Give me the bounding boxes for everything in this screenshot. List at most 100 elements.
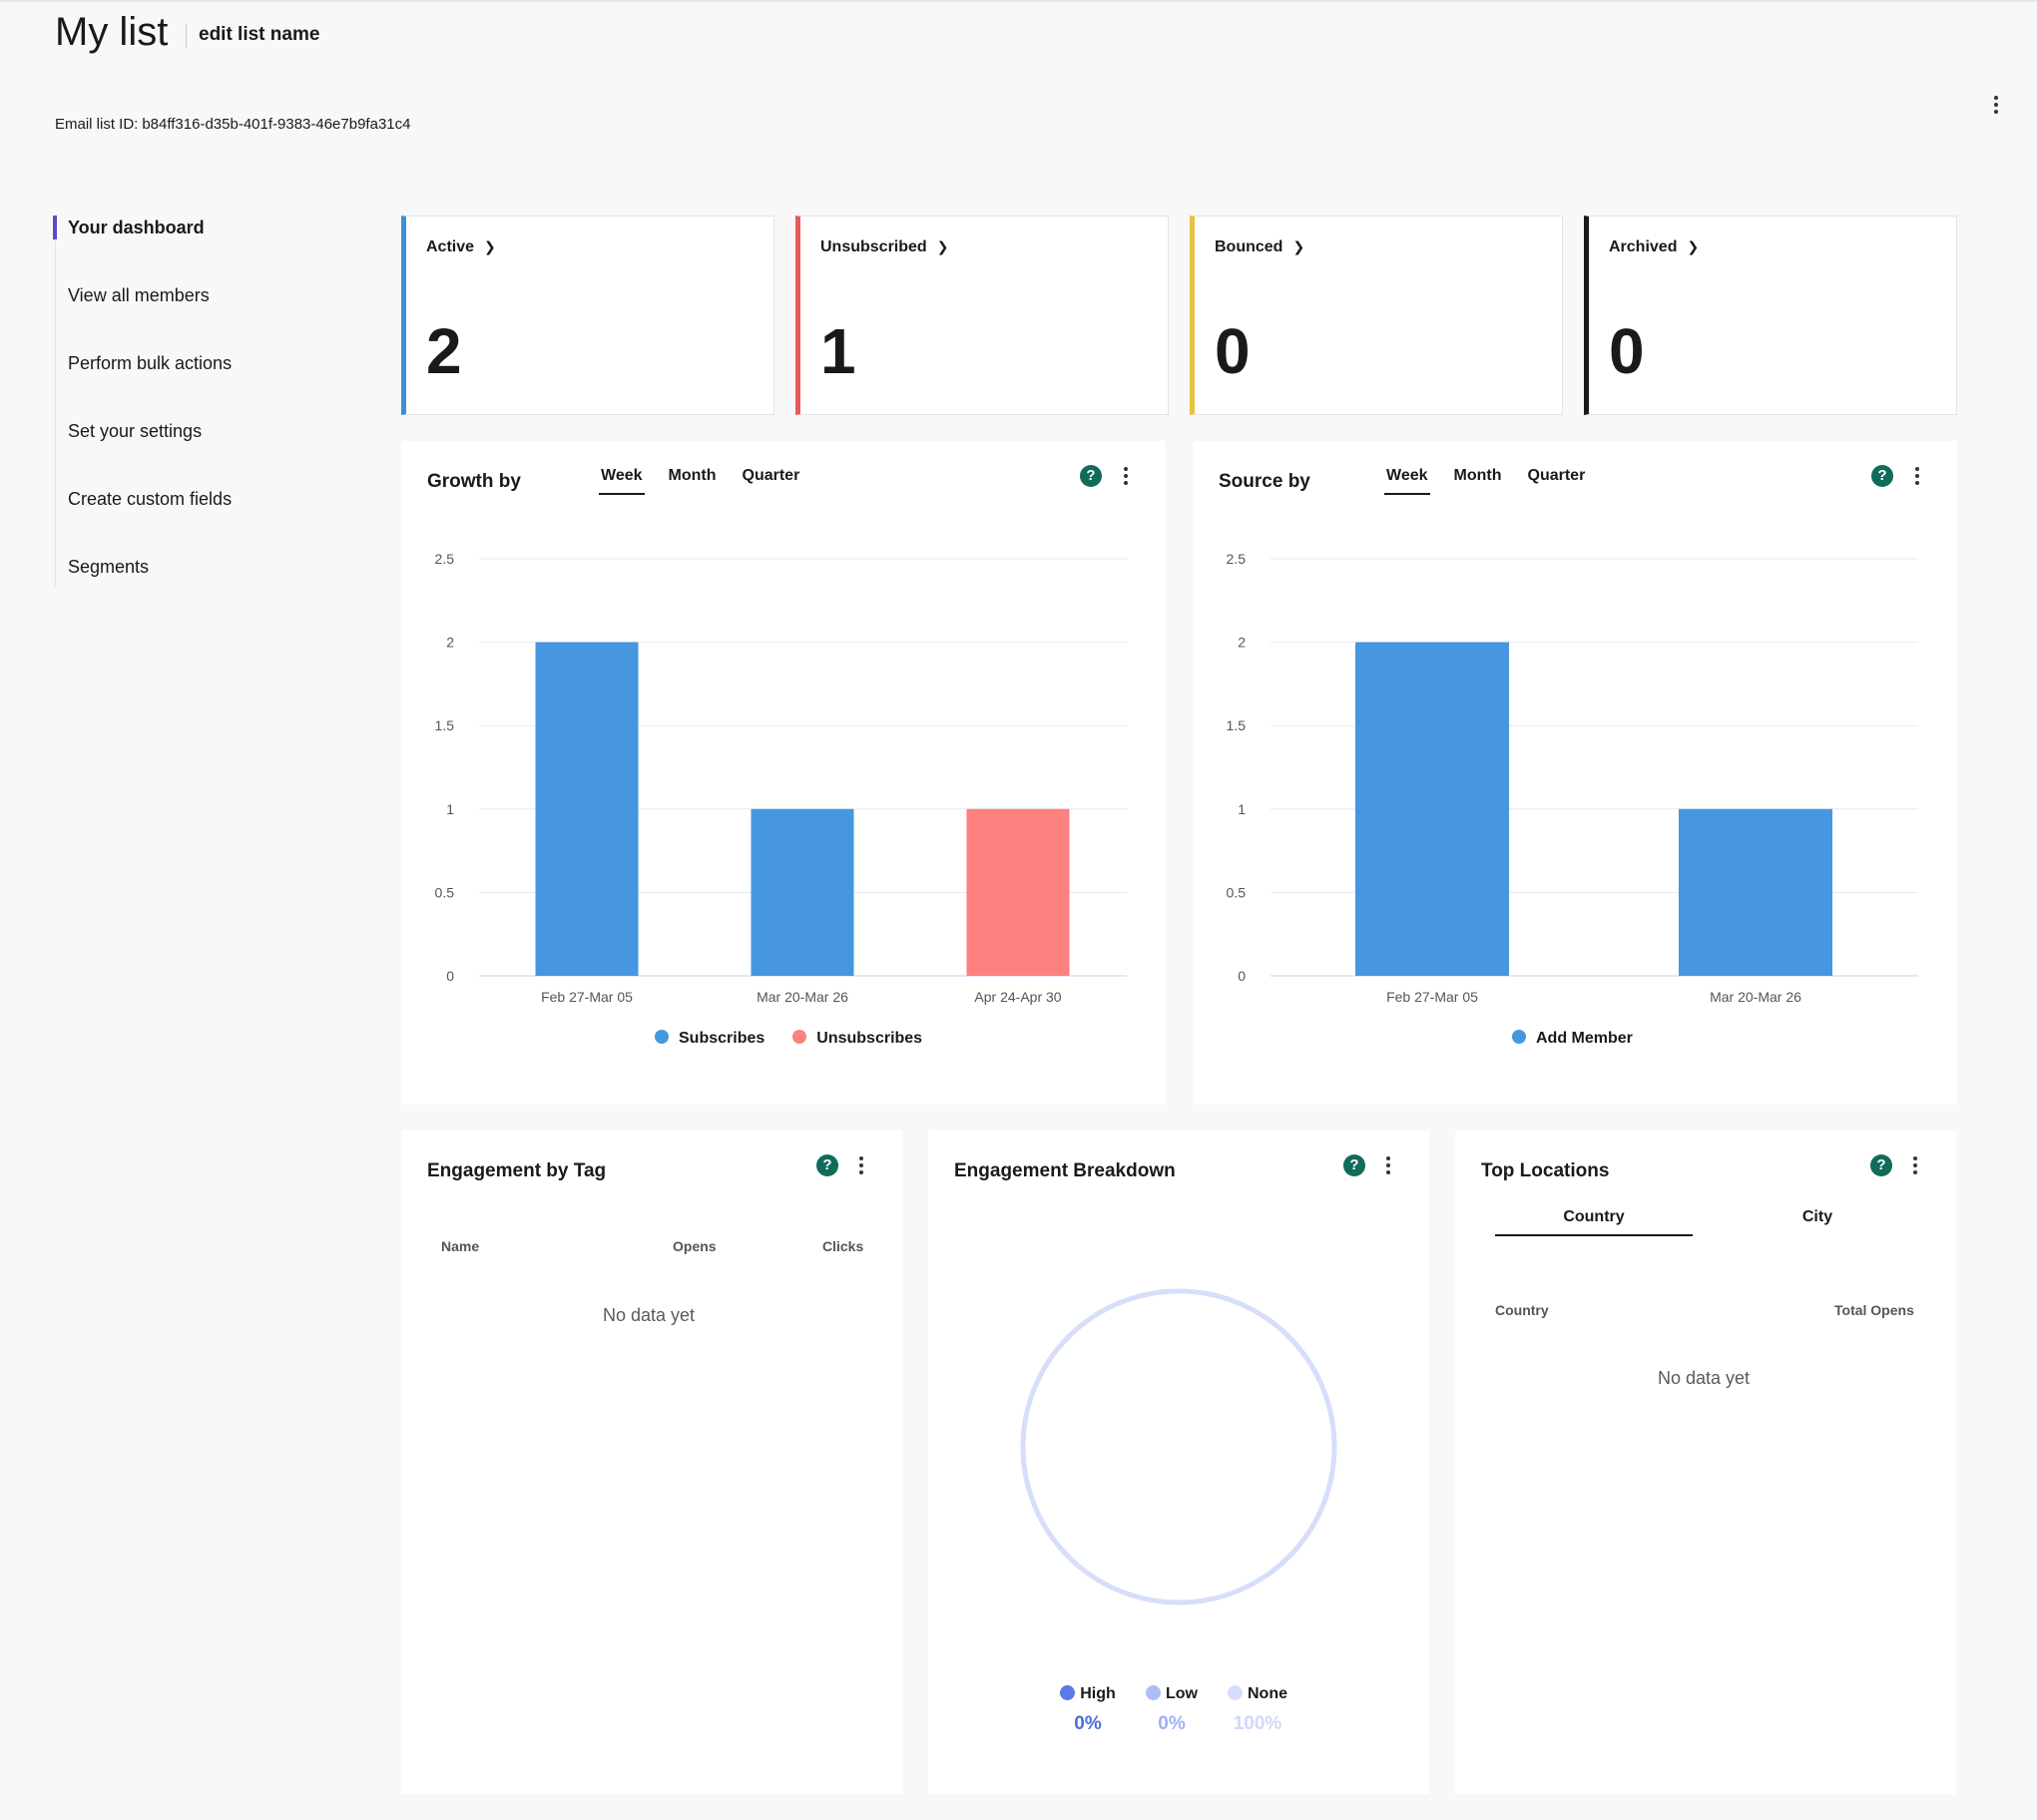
stat-card-active[interactable]: Active ❯ 2 (401, 216, 774, 415)
stat-card-bounced[interactable]: Bounced ❯ 0 (1190, 216, 1563, 415)
column-header-name[interactable]: Name (441, 1238, 480, 1254)
engagement-donut (1020, 1288, 1337, 1605)
source-legend: Add Member (1512, 1030, 1633, 1048)
legend-dot (655, 1030, 669, 1044)
legend-item-high: High 0% (1058, 1685, 1118, 1735)
help-icon[interactable]: ? (1870, 1154, 1892, 1176)
help-icon[interactable]: ? (1080, 465, 1102, 487)
help-icon[interactable]: ? (816, 1154, 838, 1176)
engagement-tag-title: Engagement by Tag (427, 1160, 607, 1181)
help-icon[interactable]: ? (1343, 1154, 1365, 1176)
donut-ring-none (1020, 1288, 1337, 1605)
stat-value-bounced: 0 (1215, 315, 1251, 387)
legend-dot (1060, 1685, 1076, 1700)
legend-dot (1228, 1685, 1243, 1700)
x-tick-label: Feb 27-Mar 05 (1386, 989, 1478, 1005)
x-tick-label: Mar 20-Mar 26 (1710, 989, 1801, 1005)
column-header-country[interactable]: Country (1495, 1302, 1549, 1318)
tab-country[interactable]: Country (1495, 1208, 1693, 1236)
edit-list-name-link[interactable]: edit list name (199, 24, 320, 45)
more-options-icon[interactable] (856, 1154, 866, 1176)
y-tick-label: 0 (1238, 968, 1246, 984)
help-icon[interactable]: ? (1871, 465, 1893, 487)
y-tick-label: 2 (446, 635, 454, 651)
engagement-breakdown-panel: Engagement Breakdown ? High 0% Low 0% No… (928, 1131, 1429, 1794)
stat-label-bounced: Bounced ❯ (1215, 238, 1305, 255)
tab-month[interactable]: Month (668, 467, 717, 484)
engagement-by-tag-panel: Engagement by Tag ? Name Opens Clicks No… (401, 1131, 902, 1794)
tab-quarter[interactable]: Quarter (1527, 467, 1586, 484)
stat-value-archived: 0 (1609, 315, 1645, 387)
bar (966, 808, 1070, 976)
sidebar-item-settings[interactable]: Set your settings (68, 421, 203, 441)
chevron-right-icon: ❯ (1687, 238, 1700, 254)
more-options-icon[interactable] (1986, 94, 2006, 120)
legend-item-unsubscribes[interactable]: Unsubscribes (792, 1030, 922, 1048)
stat-value-unsubscribed: 1 (820, 315, 856, 387)
title-divider (186, 24, 187, 48)
x-tick-label: Apr 24-Apr 30 (974, 989, 1061, 1005)
sidebar-item-segments[interactable]: Segments (68, 557, 150, 577)
y-tick-label: 0.5 (435, 884, 455, 900)
top-locations-title: Top Locations (1481, 1160, 1610, 1181)
source-panel: 0 0.5 1 1.5 2 2.5 Feb 27-Mar 05 Mar 20-Mar 26 S… (1193, 441, 1957, 1105)
y-tick-label: 2 (1238, 635, 1246, 651)
tab-city[interactable]: City (1801, 1208, 1833, 1225)
x-tick-label: Feb 27-Mar 05 (541, 989, 633, 1005)
legend-item-none: None 100% (1221, 1685, 1294, 1735)
sidebar-item-view-members[interactable]: View all members (68, 285, 210, 305)
stat-card-archived[interactable]: Archived ❯ 0 (1584, 216, 1957, 415)
more-options-icon[interactable] (1912, 465, 1922, 487)
more-options-icon[interactable] (1910, 1154, 1920, 1176)
growth-tabs: Week Month Quarter (599, 467, 823, 495)
stat-label-unsubscribed: Unsubscribed ❯ (820, 238, 949, 255)
growth-legend: Subscribes Unsubscribes (655, 1030, 922, 1048)
percent-low: 0% (1158, 1713, 1186, 1734)
percent-none: 100% (1233, 1713, 1282, 1734)
bar (535, 642, 639, 976)
chevron-right-icon: ❯ (936, 238, 949, 254)
y-tick-label: 2.5 (1227, 551, 1247, 567)
chevron-right-icon: ❯ (484, 238, 496, 254)
tab-month[interactable]: Month (1453, 467, 1502, 484)
sidebar-nav: Your dashboard View all members Perform … (53, 210, 342, 617)
top-locations-panel: Top Locations ? Country City Country Tot… (1455, 1131, 1956, 1794)
growth-panel: 0 0.5 1 1.5 2 2.5 Feb 27-Mar 05 Mar 20-Mar 26 Ap… (401, 441, 1166, 1105)
y-tick-label: 1 (1238, 801, 1246, 817)
page-title: My list (55, 10, 169, 54)
engagement-breakdown-title: Engagement Breakdown (954, 1160, 1176, 1181)
sidebar-item-custom-fields[interactable]: Create custom fields (68, 489, 233, 509)
y-tick-label: 1 (446, 801, 454, 817)
tab-quarter[interactable]: Quarter (742, 467, 800, 484)
legend-item-add-member[interactable]: Add Member (1512, 1030, 1633, 1048)
tab-week[interactable]: Week (599, 467, 645, 495)
legend-item-subscribes[interactable]: Subscribes (655, 1030, 764, 1048)
email-list-id-value: b84ff316-d35b-401f-9383-46e7b9fa31c4 (142, 116, 411, 133)
legend-dot (1146, 1685, 1161, 1700)
y-tick-label: 1.5 (1227, 717, 1247, 733)
more-options-icon[interactable] (1383, 1154, 1393, 1176)
x-tick-label: Mar 20-Mar 26 (757, 989, 848, 1005)
stat-card-unsubscribed[interactable]: Unsubscribed ❯ 1 (795, 216, 1169, 415)
column-header-clicks[interactable]: Clicks (822, 1238, 864, 1254)
sidebar-item-bulk-actions[interactable]: Perform bulk actions (68, 353, 233, 373)
empty-state: No data yet (1658, 1368, 1751, 1388)
column-header-opens[interactable]: Opens (673, 1238, 717, 1254)
stat-label-active: Active ❯ (426, 238, 496, 255)
bar (751, 808, 854, 976)
email-list-id-label: Email list ID: (55, 116, 139, 133)
legend-item-low: Low 0% (1142, 1685, 1202, 1735)
y-tick-label: 1.5 (435, 717, 455, 733)
bar (1679, 808, 1832, 976)
y-tick-label: 0.5 (1227, 884, 1247, 900)
more-options-icon[interactable] (1121, 465, 1131, 487)
growth-title: Growth by (427, 471, 521, 492)
source-tabs: Week Month Quarter (1384, 467, 1609, 495)
column-header-total-opens[interactable]: Total Opens (1834, 1302, 1914, 1318)
stat-label-archived: Archived ❯ (1609, 238, 1700, 255)
legend-dot (1512, 1030, 1526, 1044)
sidebar-item-dashboard[interactable]: Your dashboard (53, 210, 342, 277)
bar (1355, 642, 1509, 976)
tab-week[interactable]: Week (1384, 467, 1430, 495)
growth-chart: 0 0.5 1 1.5 2 2.5 Feb 27-Mar 05 Mar 20-Mar 26 Ap… (435, 551, 1127, 1005)
